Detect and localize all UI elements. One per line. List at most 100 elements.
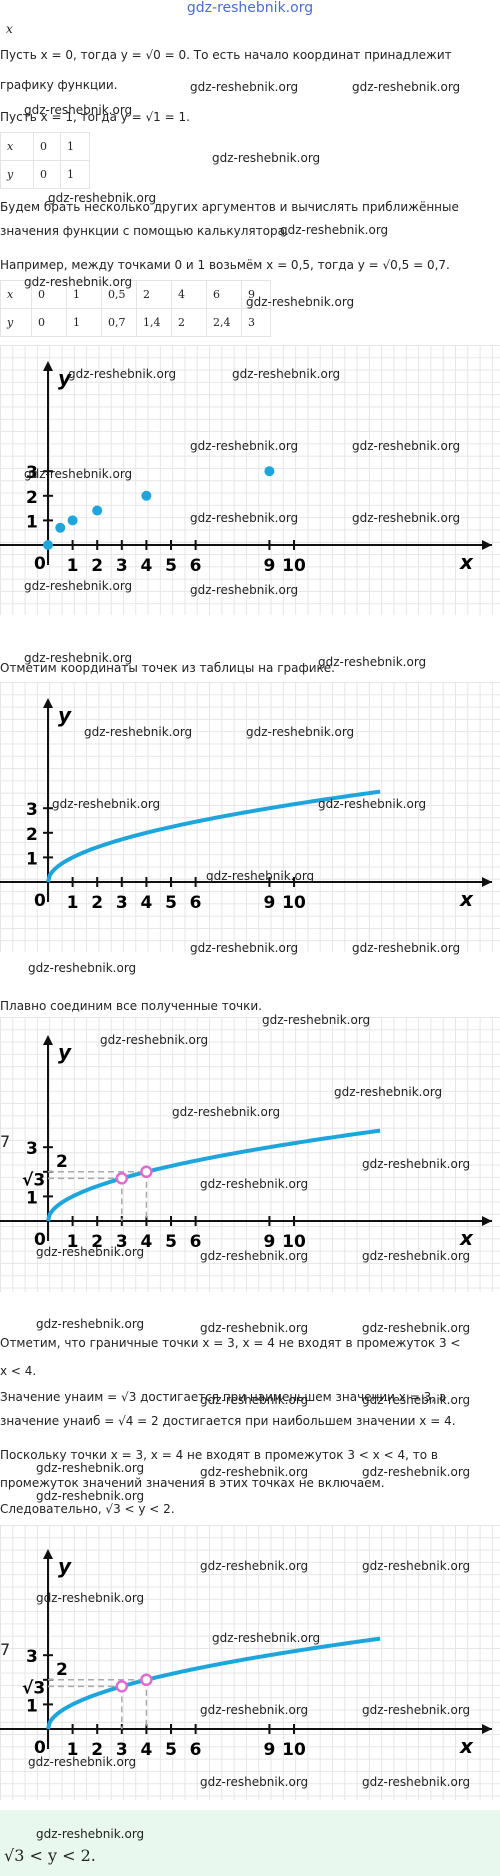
x-tick-label: 5 <box>165 1740 177 1760</box>
origin-label: 0 <box>34 1738 46 1758</box>
x-axis-label: x <box>459 550 474 574</box>
watermark: gdz-reshebnik.org <box>190 80 299 94</box>
watermark: gdz-reshebnik.org <box>190 583 299 597</box>
watermark: gdz-reshebnik.org <box>362 1465 471 1479</box>
values-table-1: x 0 1 y 0 1 <box>0 132 90 189</box>
paragraph-x1: Пусть x = 1, тогда y = √1 = 1. <box>0 110 190 124</box>
y-tick-label: 3 <box>26 1139 38 1159</box>
y-tick-label: 3 <box>26 1647 38 1667</box>
watermark: gdz-reshebnik.org <box>352 80 461 94</box>
x-tick-label: 6 <box>190 893 202 913</box>
watermark: gdz-reshebnik.org <box>212 1631 321 1645</box>
watermark: gdz-reshebnik.org <box>212 151 321 165</box>
watermark: gdz-reshebnik.org <box>24 275 133 289</box>
data-point <box>141 490 152 501</box>
data-point <box>92 505 103 516</box>
watermark: gdz-reshebnik.org <box>24 651 133 665</box>
watermark: gdz-reshebnik.org <box>200 1249 309 1263</box>
paragraph-approx: Будем брать несколько других аргументов … <box>0 200 459 214</box>
y-axis-arrow-icon <box>43 361 53 371</box>
answer-text: √3 < y < 2. <box>4 1846 96 1865</box>
x-axis-label: x <box>459 1734 474 1758</box>
x-tick-label: 4 <box>140 556 152 576</box>
y-tick-label: 1 <box>26 1188 38 1208</box>
watermark: gdz-reshebnik.org <box>362 1703 471 1717</box>
watermark: gdz-reshebnik.org <box>334 1085 443 1099</box>
watermark: gdz-reshebnik.org <box>352 511 461 525</box>
x-tick-label: 3 <box>116 1232 128 1252</box>
watermark: gdz-reshebnik.org <box>200 1703 309 1717</box>
graph-highlight-2: x y 0 1 2 3 4 5 6 9 10 1 3 √3 2 <box>0 1525 500 1800</box>
paragraph-exclude: Поскольку точки x = 3, x = 4 не входят в… <box>0 1448 438 1462</box>
table-cell: 4 <box>171 280 207 309</box>
table-row: y 0 1 <box>0 160 90 189</box>
x-tick-label: 5 <box>165 893 177 913</box>
y-axis-label: y <box>58 703 72 727</box>
table-cell: 0 <box>31 280 67 309</box>
table-cell: 1 <box>60 160 90 189</box>
paragraph-boundary-cont: x < 4. <box>0 1364 37 1378</box>
table-cell: 2 <box>171 308 207 337</box>
paragraph-exclude-cont: промежуток значений значения в этих точк… <box>0 1476 385 1490</box>
watermark: gdz-reshebnik.org <box>352 439 461 453</box>
x-axis-arrow-icon <box>482 540 492 550</box>
sqrt-curve <box>46 1128 381 1222</box>
x-tick-label: 5 <box>165 556 177 576</box>
x-tick-label: 4 <box>140 1232 152 1252</box>
watermark: gdz-reshebnik.org <box>24 579 133 593</box>
data-point <box>55 522 66 533</box>
x-axis-arrow-icon <box>482 1216 492 1226</box>
watermark: gdz-reshebnik.org <box>232 367 341 381</box>
table-cell: 0,7 <box>101 308 137 337</box>
top-x-label: x <box>6 22 13 36</box>
x-axis-arrow-icon <box>482 877 492 887</box>
watermark: gdz-reshebnik.org <box>206 869 315 883</box>
watermark: gdz-reshebnik.org <box>362 1559 471 1573</box>
x-tick-label: 2 <box>91 1232 103 1252</box>
graph-points: x y 0 1 2 3 4 5 6 9 10 1 2 3 <box>0 345 500 615</box>
x-axis-label: x <box>459 887 474 911</box>
watermark: gdz-reshebnik.org <box>190 941 299 955</box>
x-tick-label: 10 <box>282 893 306 913</box>
watermark: gdz-reshebnik.org <box>362 1393 471 1407</box>
watermark: gdz-reshebnik.org <box>200 1559 309 1573</box>
y-axis-label: y <box>58 1554 72 1578</box>
site-title[interactable]: gdz-reshebnik.org <box>186 0 314 16</box>
watermark: gdz-reshebnik.org <box>84 725 193 739</box>
y-tick-label: 3 <box>26 800 38 820</box>
paragraph-plot-points: Отметим координаты точек из таблицы на г… <box>0 661 335 675</box>
watermark: gdz-reshebnik.org <box>200 1465 309 1479</box>
watermark: gdz-reshebnik.org <box>246 725 355 739</box>
watermark: gdz-reshebnik.org <box>362 1775 471 1789</box>
watermark: gdz-reshebnik.org <box>246 295 355 309</box>
y-tick-label: 1 <box>26 512 38 532</box>
watermark: gdz-reshebnik.org <box>172 1105 281 1119</box>
x-tick-label: 3 <box>116 1740 128 1760</box>
y-axis-arrow-icon <box>43 1035 53 1045</box>
table-cell: 0 <box>33 132 61 161</box>
side-digit-1: 7 <box>0 1132 11 1151</box>
watermark: gdz-reshebnik.org <box>36 1245 145 1259</box>
table-cell: 2,4 <box>206 308 242 337</box>
table-cell: 9 <box>241 280 271 309</box>
watermark: gdz-reshebnik.org <box>24 103 133 117</box>
open-point <box>140 1165 153 1179</box>
table-cell: 1,4 <box>136 308 172 337</box>
two-label: 2 <box>56 1152 68 1172</box>
x-tick-label: 6 <box>190 556 202 576</box>
y-tick-label: 2 <box>26 825 38 845</box>
x-tick-label: 10 <box>282 556 306 576</box>
watermark: gdz-reshebnik.org <box>52 797 161 811</box>
values-table-2: x 0 1 0,5 2 4 6 9 y 0 1 0,7 1,4 2 2,4 3 <box>0 280 271 337</box>
table-cell: 0 <box>31 308 67 337</box>
x-tick-label: 6 <box>190 1232 202 1252</box>
origin-label: 0 <box>34 891 46 911</box>
watermark: gdz-reshebnik.org <box>200 1393 309 1407</box>
origin-label: 0 <box>34 554 46 574</box>
watermark: gdz-reshebnik.org <box>200 1321 309 1335</box>
y-tick-label: 3 <box>26 463 38 483</box>
table-cell: 0 <box>33 160 61 189</box>
watermark: gdz-reshebnik.org <box>36 1591 145 1605</box>
